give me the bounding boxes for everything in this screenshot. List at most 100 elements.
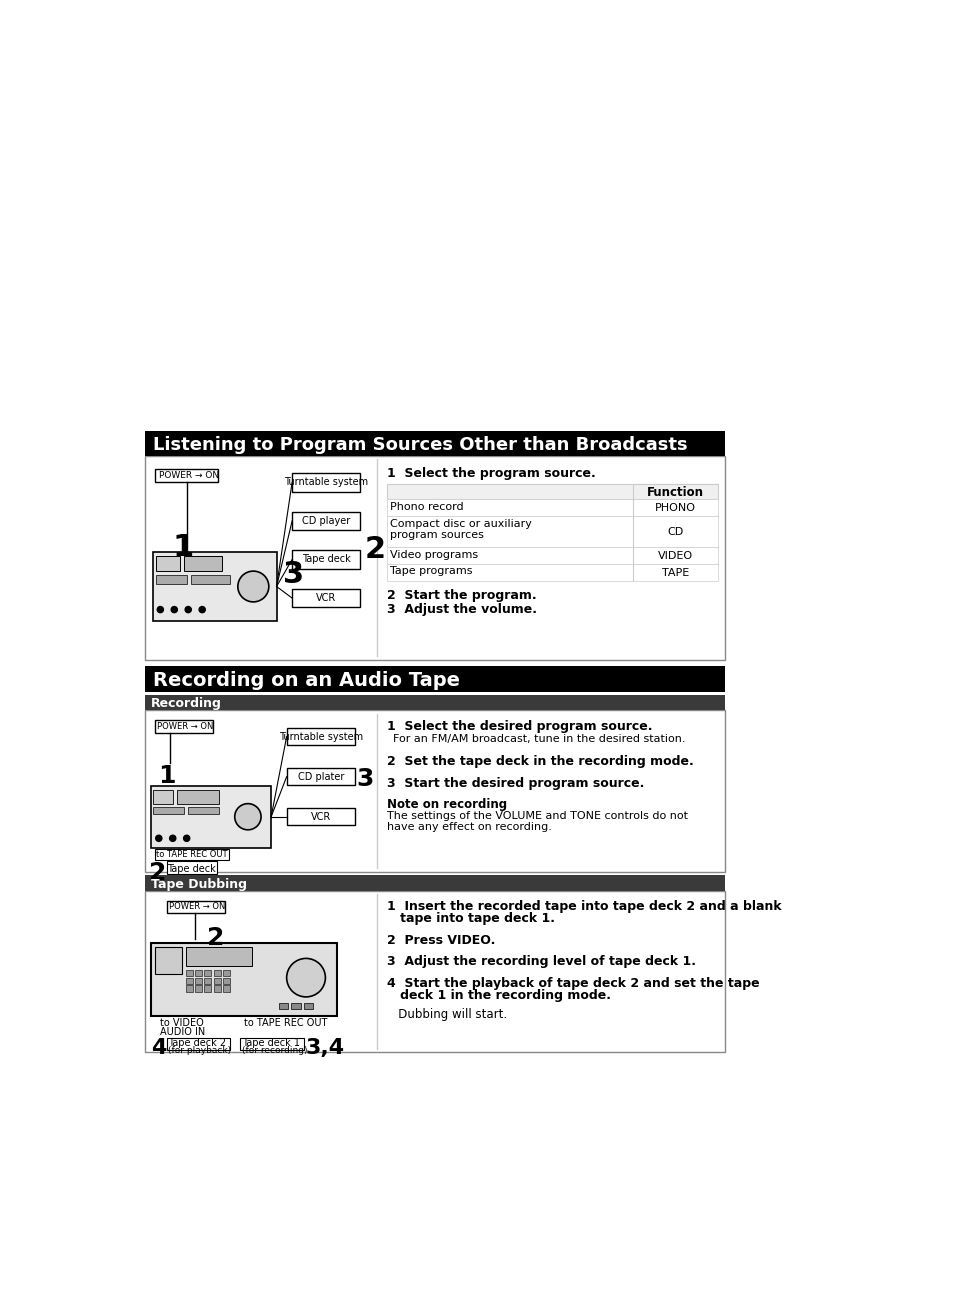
Bar [386, 565, 718, 582]
Bar [195, 970, 202, 976]
Text: Phono record: Phono record [390, 502, 464, 512]
Text: (for playback): (for playback) [168, 1046, 231, 1055]
Text: POWER → ON: POWER → ON [158, 471, 218, 480]
Text: CD plater: CD plater [297, 772, 344, 782]
Bar [151, 786, 271, 847]
Text: Function: Function [646, 486, 703, 499]
Bar [145, 695, 723, 711]
Bar [278, 1002, 288, 1009]
Text: 4: 4 [151, 1038, 166, 1057]
Bar [145, 890, 723, 1052]
Bar [167, 1038, 230, 1050]
Text: 1: 1 [172, 532, 193, 562]
Text: Recording: Recording [151, 698, 222, 711]
Text: CD player: CD player [302, 516, 350, 525]
Text: Tape programs: Tape programs [390, 566, 473, 576]
Bar [223, 970, 230, 976]
Bar [145, 456, 723, 660]
Text: 2  Start the program.: 2 Start the program. [386, 589, 536, 601]
Text: 3  Adjust the volume.: 3 Adjust the volume. [386, 603, 536, 616]
Bar [156, 575, 187, 584]
Text: VCR: VCR [311, 812, 331, 822]
Bar [154, 850, 229, 860]
Circle shape [237, 571, 269, 603]
Bar [240, 1038, 303, 1050]
Text: Tape deck: Tape deck [167, 864, 215, 873]
Text: Video programs: Video programs [390, 549, 478, 559]
Bar [292, 512, 360, 531]
Bar [292, 473, 360, 491]
Bar [195, 978, 202, 984]
Text: Compact disc or auxiliary
program sources: Compact disc or auxiliary program source… [390, 519, 532, 540]
Bar [153, 806, 184, 814]
Bar [167, 861, 216, 873]
Text: to TAPE REC OUT: to TAPE REC OUT [156, 850, 228, 859]
Text: to VIDEO: to VIDEO [160, 1018, 204, 1029]
Text: tape into tape deck 1.: tape into tape deck 1. [386, 912, 554, 925]
Bar [195, 985, 202, 992]
Text: Tape deck 1: Tape deck 1 [241, 1039, 299, 1048]
Text: 2: 2 [149, 861, 166, 885]
Text: 3,4: 3,4 [306, 1038, 345, 1057]
Bar [286, 808, 355, 825]
Text: 1  Select the desired program source.: 1 Select the desired program source. [386, 720, 652, 733]
Bar [145, 431, 723, 456]
Text: POWER → ON: POWER → ON [157, 721, 213, 731]
Bar [286, 728, 355, 745]
Text: 2  Press VIDEO.: 2 Press VIDEO. [386, 933, 495, 946]
Bar [204, 970, 212, 976]
Circle shape [183, 835, 190, 842]
Circle shape [155, 835, 162, 842]
Bar [204, 978, 212, 984]
Text: 2  Set the tape deck in the recording mode.: 2 Set the tape deck in the recording mod… [386, 755, 693, 769]
Circle shape [185, 606, 192, 613]
Text: (for recording): (for recording) [241, 1046, 307, 1055]
Bar [192, 575, 230, 584]
Text: to TAPE REC OUT: to TAPE REC OUT [244, 1018, 327, 1029]
Text: VIDEO: VIDEO [658, 550, 693, 561]
Text: TAPE: TAPE [661, 567, 689, 578]
Bar [188, 806, 219, 814]
Bar [145, 665, 723, 691]
Text: Dubbing will start.: Dubbing will start. [386, 1008, 506, 1021]
Bar [204, 985, 212, 992]
Text: The settings of the VOLUME and TONE controls do not
have any effect on recording: The settings of the VOLUME and TONE cont… [386, 810, 687, 833]
Bar [154, 720, 213, 733]
Bar [213, 978, 220, 984]
Bar [292, 589, 360, 608]
Bar [186, 985, 193, 992]
Text: Listening to Program Sources Other than Broadcasts: Listening to Program Sources Other than … [152, 435, 686, 454]
Text: Tape deck 2: Tape deck 2 [168, 1039, 226, 1048]
Text: Tape deck: Tape deck [301, 554, 350, 565]
Text: 3: 3 [282, 559, 304, 588]
Bar [176, 789, 219, 804]
Bar [186, 978, 193, 984]
Bar [213, 985, 220, 992]
Text: 3: 3 [356, 767, 374, 791]
Circle shape [171, 606, 177, 613]
Bar [183, 555, 222, 571]
Bar [145, 876, 723, 890]
Text: deck 1 in the recording mode.: deck 1 in the recording mode. [386, 989, 610, 1002]
Text: 3  Adjust the recording level of tape deck 1.: 3 Adjust the recording level of tape dec… [386, 955, 695, 968]
Bar [291, 1002, 300, 1009]
Bar [151, 944, 336, 1016]
Bar [386, 499, 718, 516]
Text: Tape Dubbing: Tape Dubbing [151, 877, 247, 890]
Text: Note on recording: Note on recording [386, 799, 506, 812]
Text: POWER → ON: POWER → ON [169, 902, 225, 911]
Bar [386, 516, 718, 548]
Text: CD: CD [667, 527, 683, 537]
Bar [386, 484, 718, 499]
Text: AUDIO IN: AUDIO IN [160, 1027, 205, 1036]
Text: For an FM/AM broadcast, tune in the desired station.: For an FM/AM broadcast, tune in the desi… [393, 733, 684, 744]
Text: Recording on an Audio Tape: Recording on an Audio Tape [152, 672, 459, 690]
Text: 1  Insert the recorded tape into tape deck 2 and a blank: 1 Insert the recorded tape into tape dec… [386, 901, 781, 912]
Bar [213, 970, 220, 976]
Bar [186, 946, 252, 966]
Bar [223, 978, 230, 984]
Bar [152, 552, 276, 621]
Bar [223, 985, 230, 992]
Text: 2: 2 [207, 927, 224, 950]
Bar [156, 555, 179, 571]
